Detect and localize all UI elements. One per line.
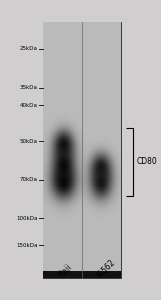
Text: 40kDa: 40kDa xyxy=(19,103,37,108)
Text: 150kDa: 150kDa xyxy=(16,243,37,248)
Text: 25kDa: 25kDa xyxy=(19,46,37,51)
Text: 50kDa: 50kDa xyxy=(19,139,37,144)
Text: 100kDa: 100kDa xyxy=(16,216,37,221)
Text: 35kDa: 35kDa xyxy=(19,85,37,90)
Text: Raji: Raji xyxy=(57,263,73,279)
Bar xyxy=(43,271,121,278)
Text: 70kDa: 70kDa xyxy=(19,177,37,182)
Text: CD80: CD80 xyxy=(136,158,157,166)
Text: K-562: K-562 xyxy=(95,258,117,279)
Bar xyxy=(43,22,121,278)
